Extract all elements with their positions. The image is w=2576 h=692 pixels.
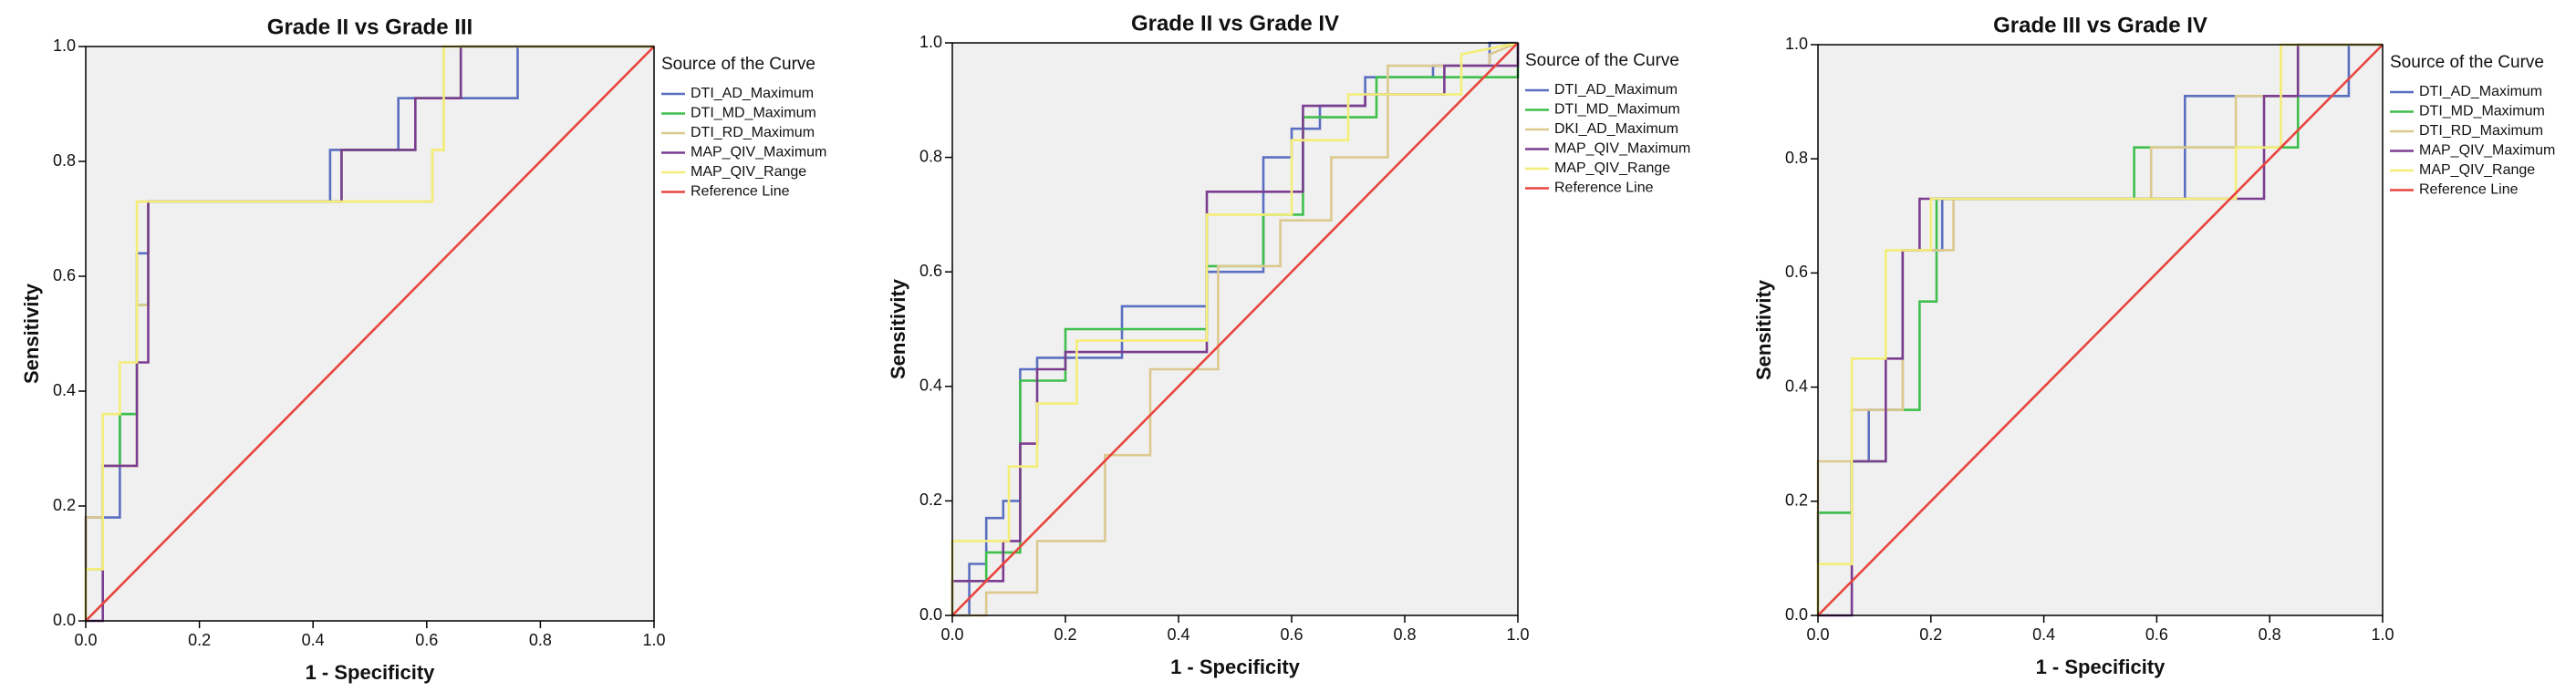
legend-label: DTI_RD_Maximum <box>2419 123 2543 139</box>
roc-curve <box>84 45 654 621</box>
x-tick-label: 0.2 <box>188 631 211 649</box>
plot-border <box>1817 44 2384 616</box>
y-tick-label: 0.6 <box>919 262 942 280</box>
legend-label: DTI_MD_Maximum <box>1554 102 1680 118</box>
x-tick-label: 0.8 <box>1393 625 1416 644</box>
y-tick-label: 0.6 <box>1785 263 1808 281</box>
x-tick-label: 1.0 <box>2371 625 2394 644</box>
legend-title: Source of the Curve <box>661 55 815 74</box>
x-tick-label: 0.4 <box>302 631 325 649</box>
chart-panel: 0.0 0.2 0.4 0.6 0.8 1.0 0.0 0.2 0.4 0.6 0.8 1.0 Grad… <box>20 15 827 683</box>
legend-label: DKI_AD_Maximum <box>1554 121 1678 137</box>
y-tick-label: 1.0 <box>919 33 942 51</box>
x-tick-label: 0.2 <box>1054 625 1076 644</box>
x-tick-label: 0.8 <box>529 631 552 649</box>
y-tick-label: 1.0 <box>1785 35 1808 53</box>
legend-label: MAP_QIV_Range <box>2419 162 2535 178</box>
x-tick-label: 0.8 <box>2259 625 2281 644</box>
plot-border <box>85 46 655 622</box>
x-axis-label: 1 - Specificity <box>306 661 436 684</box>
y-axis-label: Sensitivity <box>887 278 909 379</box>
y-tick-label: 0.8 <box>53 151 76 170</box>
chart-title: Grade III vs Grade IV <box>1993 13 2207 37</box>
legend-title: Source of the Curve <box>2390 53 2544 72</box>
x-tick-label: 0.0 <box>74 631 97 649</box>
legend-label: MAP_QIV_Range <box>691 164 806 180</box>
y-tick-label: 0.0 <box>53 611 76 629</box>
x-tick-label: 1.0 <box>1506 625 1529 644</box>
legend-label: MAP_QIV_Maximum <box>691 145 826 160</box>
legend-label: Reference Line <box>2419 182 2519 198</box>
legend-label: DTI_MD_Maximum <box>691 106 816 121</box>
legend-label: MAP_QIV_Maximum <box>2419 143 2555 159</box>
x-axis-label: 1 - Specificity <box>1170 656 1301 678</box>
legend-label: DTI_AD_Maximum <box>2419 84 2542 99</box>
y-tick-label: 1.0 <box>53 36 76 55</box>
legend-label: Reference Line <box>691 184 790 200</box>
legend-label: DTI_AD_Maximum <box>691 86 814 101</box>
y-axis-label: Sensitivity <box>20 283 43 384</box>
y-tick-label: 0.0 <box>919 605 942 624</box>
y-tick-label: 0.8 <box>919 147 942 165</box>
legend-label: MAP_QIV_Range <box>1554 160 1670 176</box>
x-tick-label: 0.0 <box>1806 625 1829 644</box>
roc-curve <box>85 46 655 622</box>
legend-label: DTI_RD_Maximum <box>691 125 815 140</box>
legend-label: DTI_AD_Maximum <box>1554 82 1678 98</box>
y-tick-label: 0.4 <box>1785 377 1808 395</box>
x-tick-label: 0.6 <box>2145 625 2168 644</box>
x-tick-label: 0.4 <box>1167 625 1189 644</box>
y-tick-label: 0.4 <box>53 381 76 399</box>
chart-panel: 0.0 0.2 0.4 0.6 0.8 1.0 0.0 0.2 0.4 0.6 0.8 1.0 Grad… <box>887 11 1691 677</box>
roc-curve <box>1817 44 2384 616</box>
roc-curve <box>951 42 1519 616</box>
x-axis-label: 1 - Specificity <box>2036 656 2166 678</box>
x-tick-label: 0.6 <box>415 631 438 649</box>
x-tick-label: 0.2 <box>1919 625 1942 644</box>
x-tick-label: 0.4 <box>2032 625 2055 644</box>
x-tick-label: 0.6 <box>1280 625 1303 644</box>
y-tick-label: 0.4 <box>919 377 942 395</box>
y-tick-label: 0.2 <box>53 496 76 514</box>
legend-label: MAP_QIV_Maximum <box>1554 141 1690 157</box>
chart-title: Grade II vs Grade III <box>267 15 473 39</box>
x-tick-label: 0.0 <box>940 625 963 644</box>
y-tick-label: 0.8 <box>1785 149 1808 167</box>
roc-curve <box>952 41 1519 617</box>
chart-title: Grade II vs Grade IV <box>1131 11 1339 36</box>
chart-panel: 0.0 0.2 0.4 0.6 0.8 1.0 0.0 0.2 0.4 0.6 0.8 1.0 Grad… <box>1752 13 2556 677</box>
legend-label: Reference Line <box>1554 181 1654 196</box>
legend-title: Source of the Curve <box>1525 51 1679 70</box>
y-tick-label: 0.2 <box>1785 491 1808 510</box>
y-axis-label: Sensitivity <box>1752 279 1775 380</box>
roc-curve <box>950 41 1519 615</box>
x-tick-label: 1.0 <box>642 631 665 649</box>
plot-border <box>951 42 1519 616</box>
y-tick-label: 0.2 <box>919 491 942 509</box>
y-tick-label: 0.0 <box>1785 605 1808 624</box>
legend-label: DTI_MD_Maximum <box>2419 104 2545 119</box>
y-tick-label: 0.6 <box>53 266 76 284</box>
